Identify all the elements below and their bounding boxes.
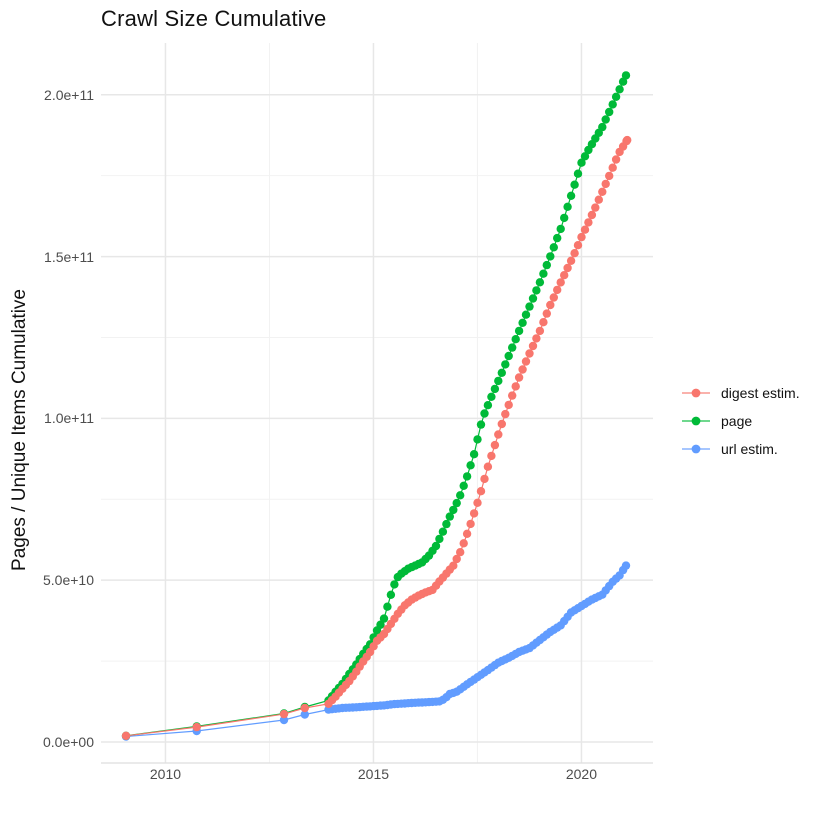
legend-key-icon: [682, 444, 710, 454]
legend-key-icon: [682, 416, 710, 426]
legend-item-digest-estim: digest estim.: [681, 379, 800, 407]
series-url-estim: [121, 561, 631, 741]
x-tick-label: 2010: [149, 766, 182, 782]
series-digest-estim: [121, 135, 632, 740]
x-tick-label: 2015: [357, 766, 390, 782]
y-axis-title: Pages / Unique Items Cumulative: [9, 289, 30, 571]
chart-title: Crawl Size Cumulative: [101, 6, 327, 31]
legend-label: page: [721, 413, 753, 429]
legend-item-page: page: [681, 407, 800, 435]
y-tick-label: 5.0e+10: [43, 572, 94, 589]
legend-label: url estim.: [721, 441, 778, 457]
y-tick-label: 2.0e+11: [44, 86, 94, 103]
legend-item-url-estim: url estim.: [681, 435, 800, 463]
legend-key-icon: [682, 388, 710, 398]
legend-label: digest estim.: [721, 385, 800, 401]
y-tick-label: 1.0e+11: [44, 410, 94, 427]
x-tick-label: 2020: [565, 766, 598, 782]
gridlines-minor: [101, 43, 653, 763]
gridlines-major: [101, 43, 653, 763]
legend: digest estim. page url estim.: [681, 379, 800, 463]
y-tick-label: 1.5e+11: [44, 248, 94, 265]
y-tick-label: 0.0e+00: [43, 733, 94, 750]
